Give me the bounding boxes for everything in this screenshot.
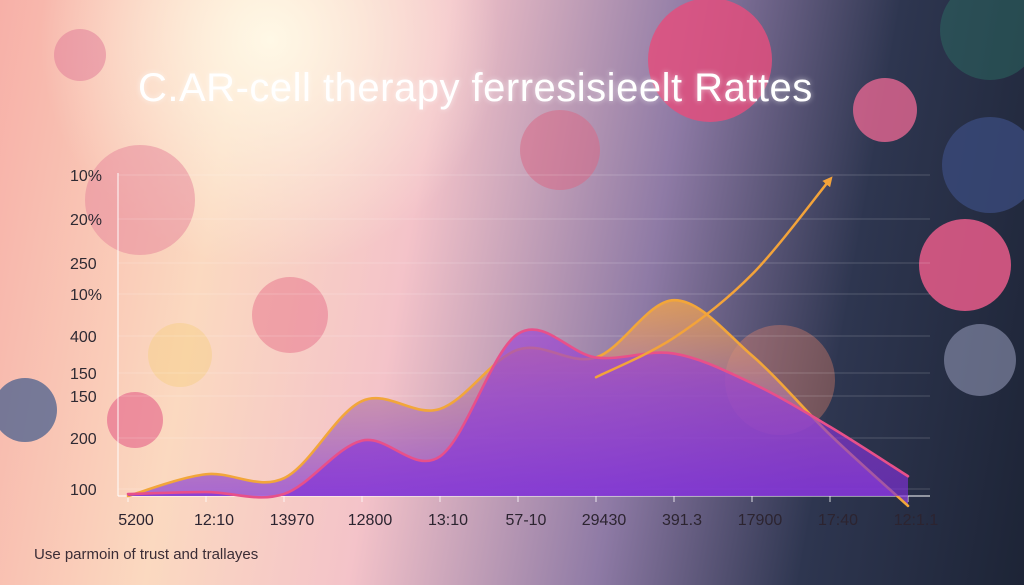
x-tick-label: 17:40 bbox=[818, 512, 858, 529]
y-tick-label: 10% bbox=[70, 287, 102, 304]
series-line-2 bbox=[126, 328, 910, 499]
y-tick-label: 200 bbox=[70, 431, 97, 448]
x-tick-label: 13970 bbox=[270, 512, 315, 529]
x-tick-label: 391.3 bbox=[662, 512, 702, 529]
x-tick-label: 12:10 bbox=[194, 512, 234, 529]
x-tick-label: 13:10 bbox=[428, 512, 468, 529]
x-tick-label: 57-10 bbox=[506, 512, 547, 529]
y-tick-label: 100 bbox=[70, 482, 97, 499]
x-tick-label: 12800 bbox=[348, 512, 393, 529]
series-line-3 bbox=[594, 176, 833, 379]
x-tick-label: 5200 bbox=[118, 512, 154, 529]
x-tick-label: 29430 bbox=[582, 512, 627, 529]
y-tick-label: 150 bbox=[70, 366, 97, 383]
y-tick-label: 150 bbox=[70, 389, 97, 406]
y-tick-label: 20% bbox=[70, 212, 102, 229]
y-tick-label: 400 bbox=[70, 329, 97, 346]
y-tick-label: 250 bbox=[70, 256, 97, 273]
x-tick-label: 17900 bbox=[738, 512, 783, 529]
caption: Use parmoin of trust and trallayes bbox=[34, 546, 259, 563]
y-tick-label: 10% bbox=[70, 168, 102, 185]
chart-title: C.AR-cell therapy ferresisieelt Rattes bbox=[138, 66, 813, 110]
series-area-2 bbox=[128, 329, 908, 498]
x-tick-label: 12:1.1 bbox=[894, 512, 939, 529]
